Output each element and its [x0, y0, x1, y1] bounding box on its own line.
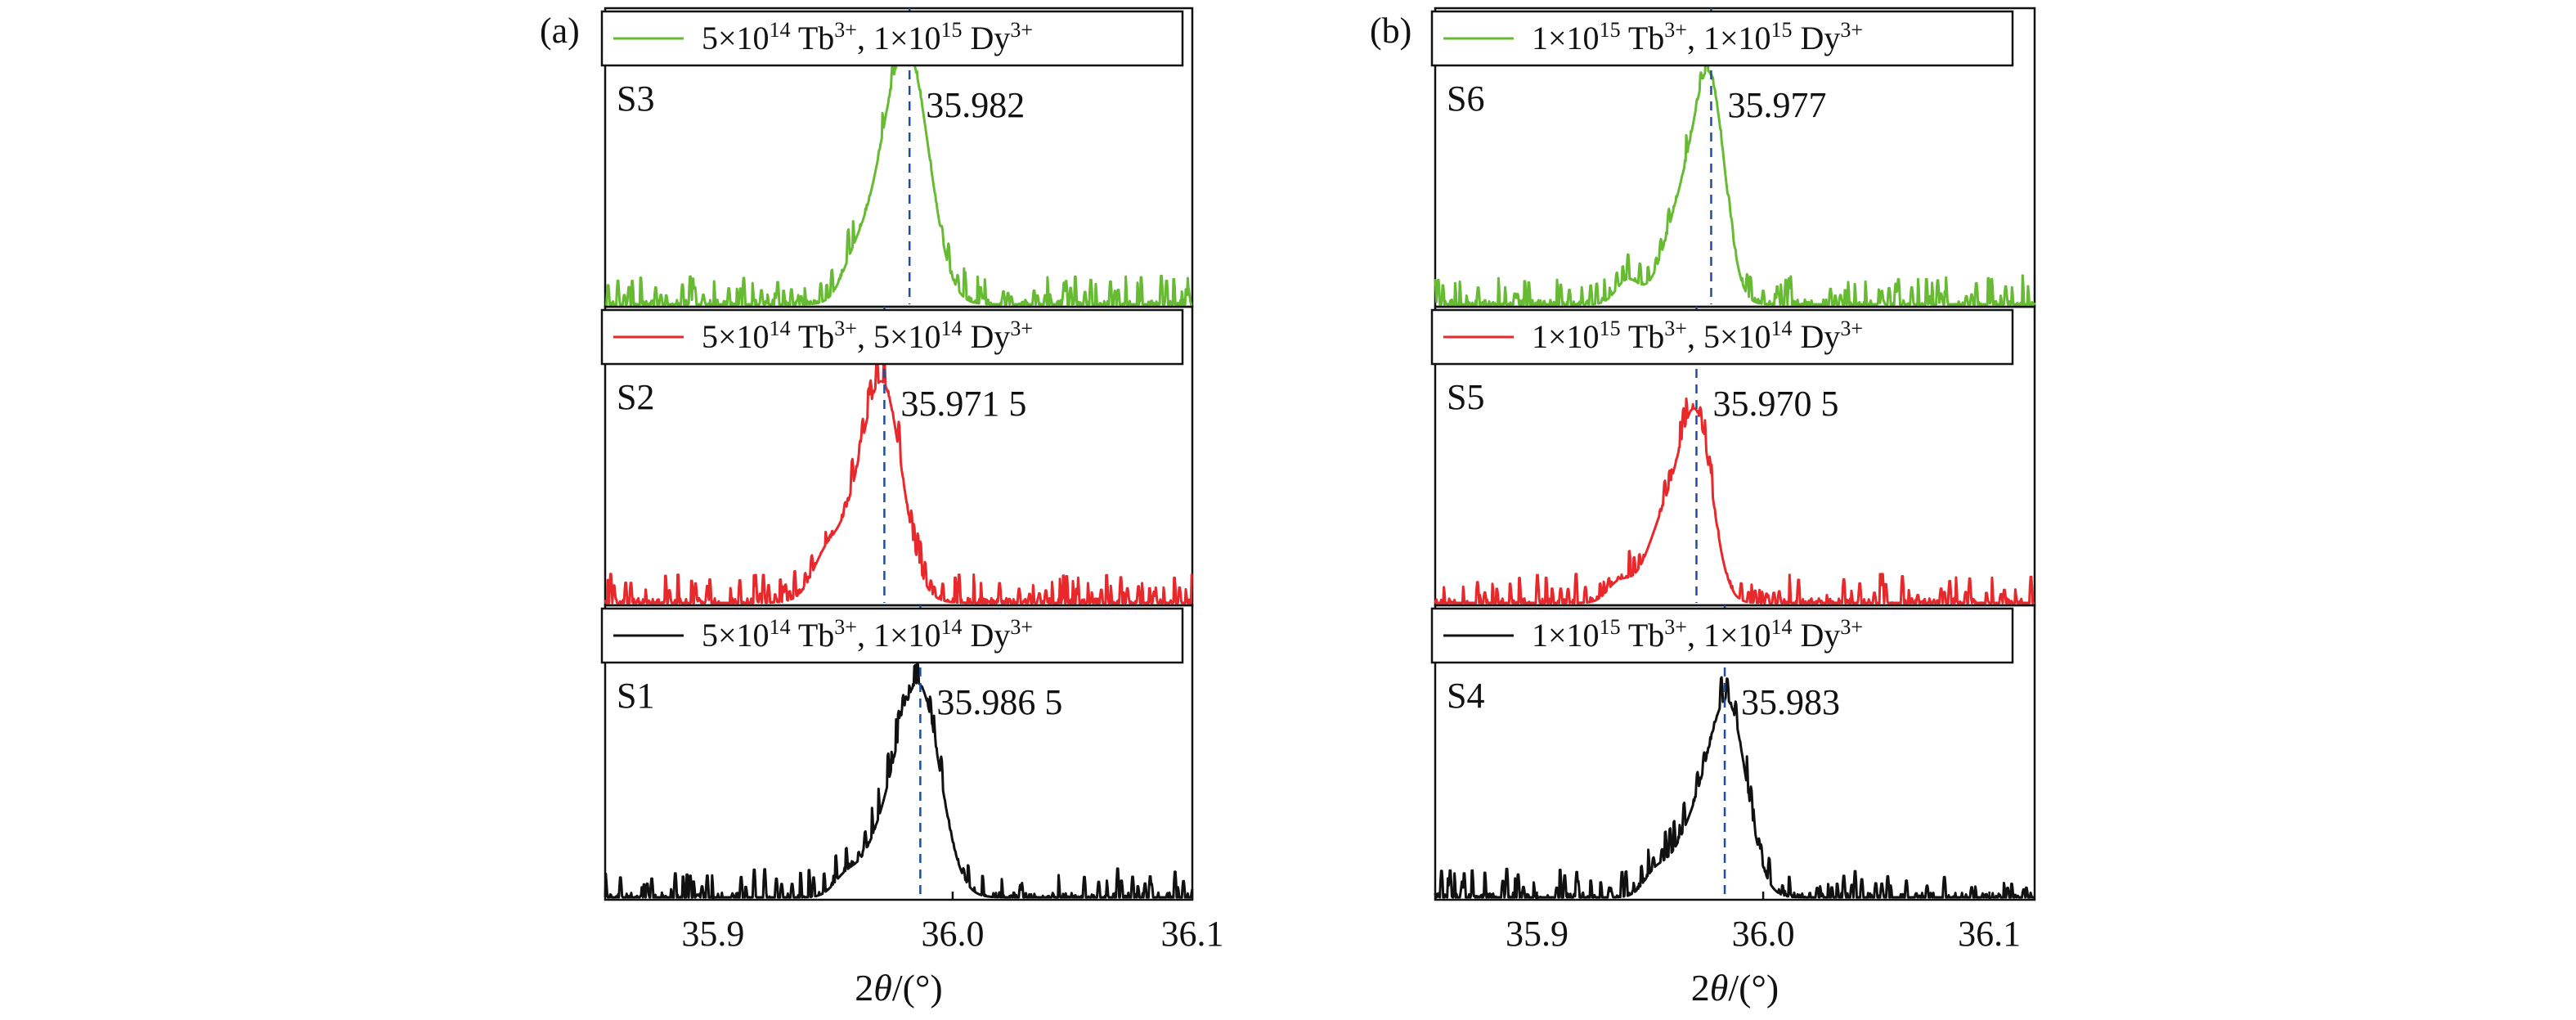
x-tick-label: 35.9 [1506, 914, 1568, 954]
legend-box [600, 607, 1184, 664]
peak-value-label: 35.982 [926, 85, 1025, 125]
x-tick-label: 36.0 [1732, 914, 1795, 954]
x-axis-label: 2θ/(°) [855, 967, 942, 1009]
peak-value-label: 35.971 5 [900, 384, 1026, 424]
legend-label: 1×1015 Tb3+, 1×1014 Dy3+ [1532, 615, 1863, 654]
peak-value-label: 35.977 [1727, 85, 1826, 125]
spectrum-line-s5 [1434, 397, 2035, 604]
legend-label: 1×1015 Tb3+, 1×1015 Dy3+ [1532, 18, 1863, 56]
legend-label: 5×1014 Tb3+, 5×1014 Dy3+ [702, 317, 1033, 355]
x-tick-label: 36.1 [1161, 914, 1224, 954]
x-tick-label: 36.1 [1958, 914, 2021, 954]
sample-label: S2 [617, 377, 654, 417]
sample-label: S6 [1447, 79, 1484, 119]
legend-box [1430, 308, 2014, 366]
legend-box [1430, 10, 2014, 67]
spectrum-line-s6 [1434, 49, 2036, 306]
subplot-s2: 35.971 5 S2 5×1014 Tb3+, 5×1014 Dy3+ [600, 305, 1194, 607]
x-axis-label: 2θ/(°) [1691, 967, 1779, 1009]
subplot-s4: 35.983 S4 1×1015 Tb3+, 1×1014 Dy3+ [1430, 604, 2036, 901]
panel-a: 35.982 S3 5×1014 Tb3+, 1×1015 Dy3+ 35.971 5… [600, 7, 1224, 1009]
spectrum-line-s1 [604, 660, 1194, 899]
subplot-frame [604, 604, 1194, 901]
subplot-s3: 35.982 S3 5×1014 Tb3+, 1×1015 Dy3+ [600, 7, 1194, 308]
plots: 35.982 S3 5×1014 Tb3+, 1×1015 Dy3+ 35.971 5… [600, 7, 2036, 1009]
subplot-s6: 35.977 S6 1×1015 Tb3+, 1×1015 Dy3+ [1430, 7, 2036, 308]
legend-label: 5×1014 Tb3+, 1×1015 Dy3+ [702, 18, 1033, 56]
x-tick-label: 36.0 [921, 914, 984, 954]
legend-box [1430, 607, 2014, 664]
spectrum-line-s4 [1434, 676, 2035, 899]
subplot-s1: 35.986 5 S1 5×1014 Tb3+, 1×1014 Dy3+ [600, 604, 1194, 901]
legend-label: 1×1015 Tb3+, 5×1014 Dy3+ [1532, 317, 1863, 355]
subplot-s5: 35.970 5 S5 1×1015 Tb3+, 5×1014 Dy3+ [1430, 305, 2036, 607]
x-tick-label: 35.9 [681, 914, 744, 954]
legend-box [600, 10, 1184, 67]
sample-label: S1 [617, 676, 654, 716]
spectrum-line-s2 [604, 356, 1193, 604]
panel-b: 35.977 S6 1×1015 Tb3+, 1×1015 Dy3+ 35.970 5… [1430, 7, 2036, 1009]
peak-value-label: 35.970 5 [1712, 384, 1838, 424]
peak-value-label: 35.986 5 [936, 682, 1062, 722]
subplot-frame [1434, 604, 2036, 901]
sample-label: S5 [1447, 377, 1484, 417]
panel-label-b: (b) [1370, 11, 1411, 51]
legend-label: 5×1014 Tb3+, 1×1014 Dy3+ [702, 615, 1033, 654]
spectrum-line-s3 [604, 31, 1193, 306]
sample-label: S3 [617, 79, 654, 119]
legend-box [600, 308, 1184, 366]
panel-label-a: (a) [540, 11, 580, 51]
sample-label: S4 [1447, 676, 1484, 716]
peak-value-label: 35.983 [1741, 682, 1840, 722]
